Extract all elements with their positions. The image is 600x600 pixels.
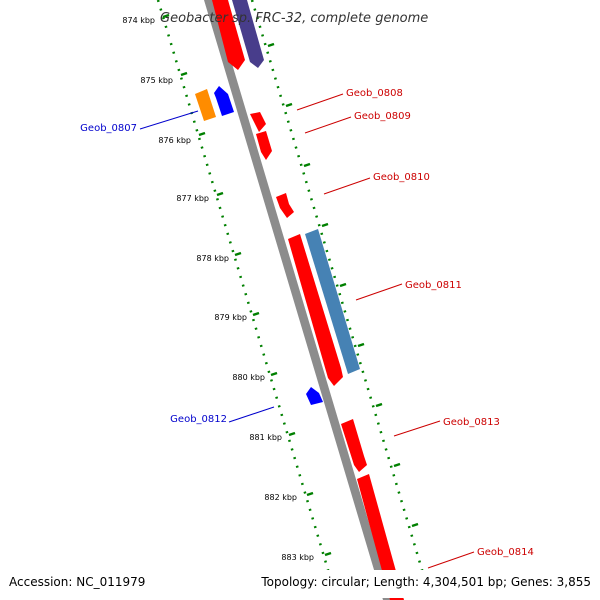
- gene-label-geob-0814[interactable]: Geob_0814: [477, 547, 534, 558]
- label-leaders: [139, 93, 475, 569]
- gene-feature[interactable]: [276, 193, 294, 218]
- gene-feature[interactable]: [256, 131, 272, 160]
- accession-text: Accession: NC_011979: [9, 575, 145, 589]
- gene-feature[interactable]: [195, 89, 216, 121]
- kbp-label: 879 kbp: [214, 313, 247, 322]
- kbp-label: 875 kbp: [140, 76, 173, 85]
- gene-label-geob-0813[interactable]: Geob_0813: [443, 417, 500, 428]
- gene-feature[interactable]: [341, 419, 367, 472]
- outer-tick-track: [250, 0, 433, 600]
- gene-label-geob-0807[interactable]: Geob_0807: [80, 123, 137, 134]
- major-ticks: [162, 13, 332, 557]
- kbp-labels: 874 kbp 875 kbp 876 kbp 877 kbp 878 kbp …: [122, 16, 314, 562]
- gene-feature[interactable]: [305, 229, 360, 374]
- kbp-label: 882 kbp: [264, 493, 297, 502]
- gene-label-geob-0810[interactable]: Geob_0810: [373, 172, 430, 183]
- gene-label-geob-0808[interactable]: Geob_0808: [346, 88, 403, 99]
- reverse-genes: [195, 86, 323, 405]
- gene-feature[interactable]: [214, 86, 234, 116]
- kbp-label: 874 kbp: [122, 16, 155, 25]
- gene-feature[interactable]: [212, 0, 245, 70]
- kbp-label: 876 kbp: [158, 136, 191, 145]
- gene-label-geob-0812[interactable]: Geob_0812: [170, 414, 227, 425]
- gene-feature[interactable]: [357, 474, 404, 600]
- kbp-label: 881 kbp: [249, 433, 282, 442]
- kbp-label: 877 kbp: [176, 194, 209, 203]
- gene-label-geob-0809[interactable]: Geob_0809: [354, 111, 411, 122]
- kbp-label: 880 kbp: [232, 373, 265, 382]
- gene-feature[interactable]: [306, 387, 323, 405]
- gene-feature[interactable]: [232, 0, 264, 68]
- kbp-label: 878 kbp: [196, 254, 229, 263]
- gene-labels: Geob_0807 Geob_0808 Geob_0809 Geob_0810 …: [80, 88, 534, 558]
- footer-background: [0, 570, 600, 598]
- outer-major-ticks: [267, 42, 419, 528]
- kbp-label: 883 kbp: [281, 553, 314, 562]
- gene-feature[interactable]: [250, 112, 266, 132]
- gene-label-geob-0811[interactable]: Geob_0811: [405, 280, 462, 291]
- genome-title: Geobacter sp. FRC-32, complete genome: [160, 11, 428, 26]
- forward-genes: [212, 0, 404, 600]
- gene-feature[interactable]: [288, 234, 343, 386]
- genome-backbone: [204, 0, 392, 600]
- genome-summary-text: Topology: circular; Length: 4,304,501 bp…: [260, 575, 591, 589]
